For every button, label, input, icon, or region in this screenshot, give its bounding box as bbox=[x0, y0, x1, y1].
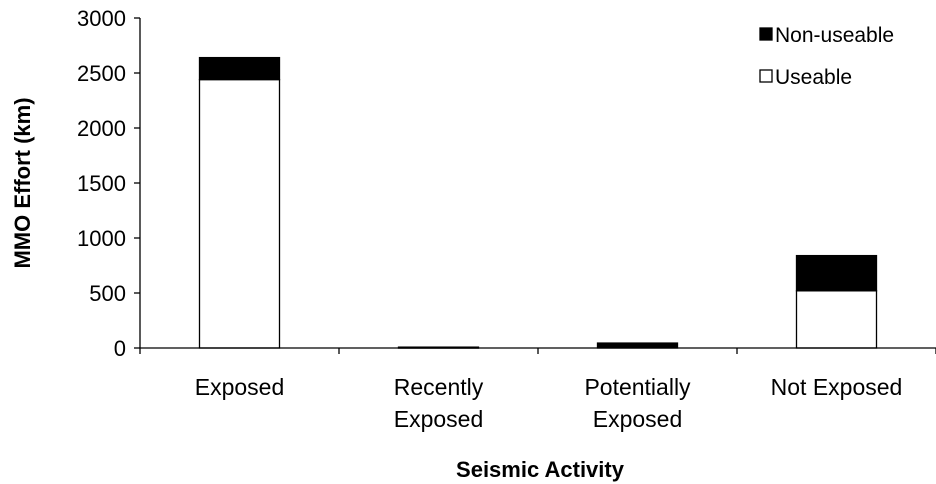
y-axis-title: MMO Effort (km) bbox=[10, 97, 35, 268]
legend-label: Useable bbox=[775, 66, 852, 89]
y-tick-label: 500 bbox=[89, 281, 126, 306]
bar-non-useable bbox=[795, 254, 878, 292]
axes: 0 500 1000 1500 2000 2500 3000 Exposed Recently E… bbox=[77, 6, 936, 432]
x-tick-label: Exposed bbox=[195, 374, 285, 400]
y-tick-label: 2000 bbox=[77, 116, 126, 141]
legend-swatch bbox=[759, 27, 773, 41]
x-tick-label: Not Exposed bbox=[771, 374, 903, 400]
y-tick-label: 1500 bbox=[77, 171, 126, 196]
legend: Non-useable Useable bbox=[759, 24, 894, 89]
y-tick-label: 1000 bbox=[77, 226, 126, 251]
x-tick-label: Exposed bbox=[593, 406, 683, 432]
x-tick-label: Potentially bbox=[584, 374, 691, 400]
bar-useable bbox=[795, 290, 878, 349]
y-tick-label: 0 bbox=[114, 336, 126, 361]
bar-useable bbox=[198, 78, 281, 349]
bar-non-useable bbox=[198, 56, 281, 81]
bar-non-useable bbox=[596, 342, 679, 349]
x-axis-title: Seismic Activity bbox=[456, 457, 625, 482]
bars bbox=[140, 56, 936, 349]
legend-label: Non-useable bbox=[775, 24, 894, 47]
x-tick-label: Exposed bbox=[394, 406, 484, 432]
legend-swatch bbox=[759, 69, 773, 83]
x-tick-label: Recently bbox=[394, 374, 484, 400]
y-tick-label: 2500 bbox=[77, 61, 126, 86]
y-tick-label: 3000 bbox=[77, 6, 126, 31]
